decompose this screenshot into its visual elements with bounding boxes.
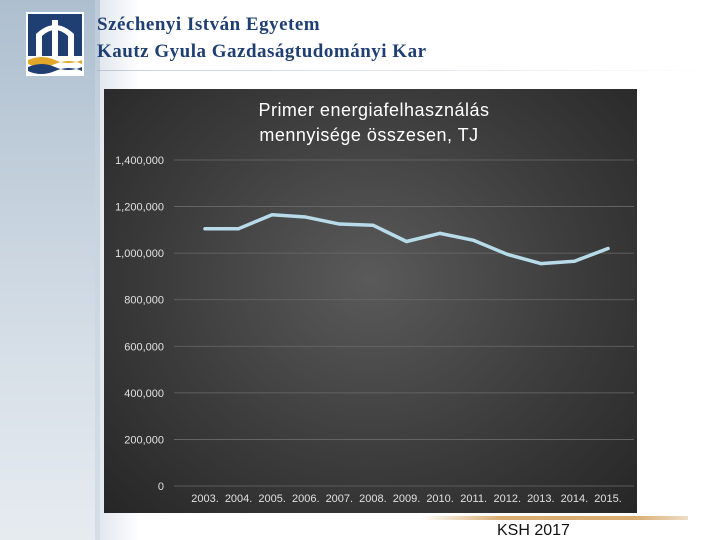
series-layer (203, 212, 610, 266)
y-tick-label: 1,400,000 (115, 155, 164, 167)
data-point (572, 259, 577, 263)
page-header: Széchenyi István Egyetem Kautz Gyula Gaz… (0, 0, 720, 88)
x-tick-label: 2006. (292, 493, 320, 505)
university-name: Széchenyi István Egyetem (97, 14, 321, 35)
data-point (438, 231, 442, 235)
x-tick-label: 2009. (393, 493, 421, 505)
data-point (304, 215, 308, 219)
data-point (337, 222, 341, 226)
y-tick-label: 400,000 (124, 388, 164, 400)
x-tick-label: 2010. (426, 493, 454, 505)
x-tick-label: 2005. (258, 493, 286, 505)
data-point (539, 262, 543, 266)
data-point (404, 239, 409, 244)
x-tick-label: 2012. (493, 493, 521, 505)
x-tick-label: 2003. (191, 493, 219, 505)
x-tick-label: 2008. (359, 493, 387, 505)
source-divider (420, 516, 688, 520)
x-axis-ticks: 2003. 2004. 2005. 2006. 2007. 2008. 2009. 2010.… (191, 493, 622, 505)
x-tick-label: 2013. (527, 493, 555, 505)
x-tick-label: 2015. (594, 493, 622, 505)
y-tick-label: 0 (158, 481, 164, 493)
source-note: KSH 2017 (497, 522, 570, 539)
chart-panel: Primer energiafelhasználás mennyisége ös… (104, 89, 637, 513)
grid-lines (174, 159, 634, 487)
y-tick-label: 800,000 (124, 295, 164, 307)
line-chart: Primer energiafelhasználás mennyisége ös… (115, 100, 634, 505)
university-logo-icon (26, 12, 84, 76)
data-point (606, 246, 610, 251)
series-line (203, 212, 610, 266)
chart-title-line-2: mennyisége összesen, TJ (259, 125, 478, 145)
header-divider (97, 70, 717, 71)
x-tick-label: 2004. (225, 493, 253, 505)
data-point (505, 252, 509, 256)
data-point (203, 227, 207, 231)
y-axis-ticks: 0 200,000 400,000 600,000 800,000 1,000,000 1,… (115, 155, 164, 493)
chart-title-line-1: Primer energiafelhasználás (258, 100, 489, 120)
faculty-name: Kautz Gyula Gazdaságtudományi Kar (97, 41, 427, 62)
data-point (270, 213, 274, 217)
y-tick-label: 1,200,000 (115, 202, 164, 214)
x-tick-label: 2007. (326, 493, 354, 505)
x-tick-label: 2011. (460, 493, 487, 505)
y-tick-label: 600,000 (124, 341, 164, 353)
y-tick-label: 200,000 (124, 434, 164, 446)
data-point (472, 238, 476, 242)
decorative-left-band (0, 0, 100, 540)
x-tick-label: 2014. (561, 493, 589, 505)
data-point (371, 223, 375, 227)
data-point (236, 227, 241, 231)
y-tick-label: 1,000,000 (115, 248, 164, 260)
